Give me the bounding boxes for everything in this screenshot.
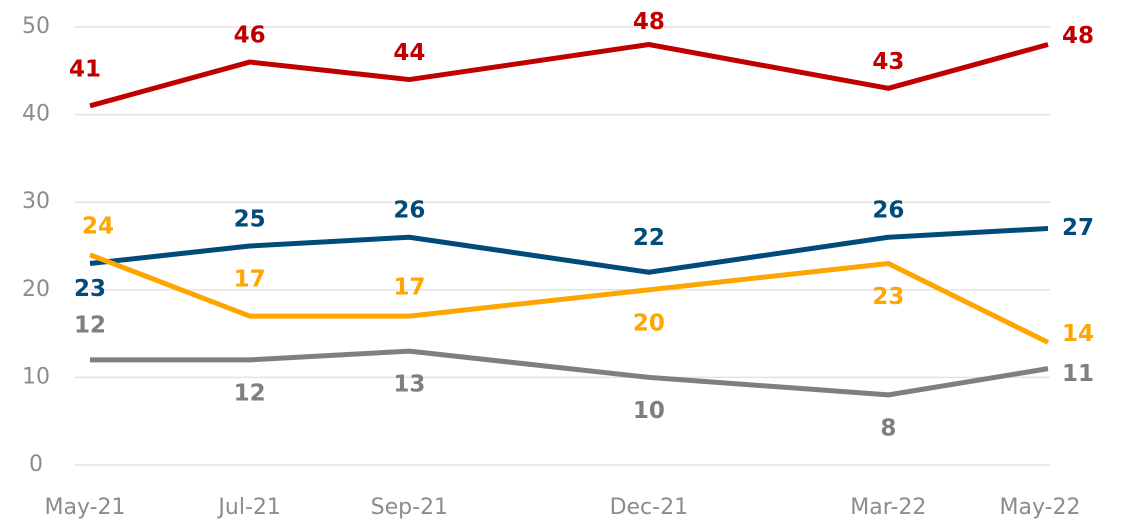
data-label: 41 — [69, 56, 101, 82]
x-tick-label: Sep-21 — [371, 495, 448, 520]
y-tick-label: 50 — [22, 14, 50, 39]
data-label: 44 — [393, 40, 425, 66]
series-line — [89, 225, 1049, 275]
x-tick-label: Jul-21 — [216, 495, 280, 520]
data-label: 13 — [393, 372, 425, 398]
data-label: 46 — [234, 23, 266, 49]
y-tick-label: 10 — [22, 364, 50, 389]
series-line — [90, 348, 1049, 398]
data-label: 11 — [1062, 361, 1094, 387]
y-tick-label: 40 — [22, 102, 50, 127]
data-label: 14 — [1062, 321, 1094, 347]
data-label: 24 — [82, 213, 114, 239]
data-label: 12 — [74, 312, 106, 338]
data-label: 17 — [234, 267, 266, 293]
data-label: 23 — [872, 284, 904, 310]
data-label: 48 — [633, 9, 665, 35]
x-tick-label: May-21 — [44, 495, 125, 520]
data-label: 23 — [74, 276, 106, 302]
data-label: 17 — [393, 275, 425, 301]
data-label: 12 — [234, 380, 266, 406]
data-label: 27 — [1062, 215, 1094, 241]
x-tick-label: Dec-21 — [610, 495, 689, 520]
data-label: 20 — [633, 310, 665, 336]
data-label: 22 — [633, 225, 665, 251]
x-tick-label: Mar-22 — [850, 495, 926, 520]
data-label: 8 — [880, 415, 896, 441]
data-label: 26 — [393, 198, 425, 224]
data-label: 43 — [872, 49, 904, 75]
data-label: 48 — [1062, 23, 1094, 49]
y-tick-label: 30 — [22, 189, 50, 214]
series-line — [89, 42, 1049, 109]
data-label: 10 — [633, 398, 665, 424]
y-tick-label: 0 — [29, 452, 43, 477]
y-tick-label: 20 — [22, 277, 50, 302]
data-label: 26 — [872, 198, 904, 224]
data-label: 25 — [234, 207, 266, 233]
x-tick-label: May-22 — [999, 495, 1080, 520]
series-line — [89, 252, 1050, 345]
